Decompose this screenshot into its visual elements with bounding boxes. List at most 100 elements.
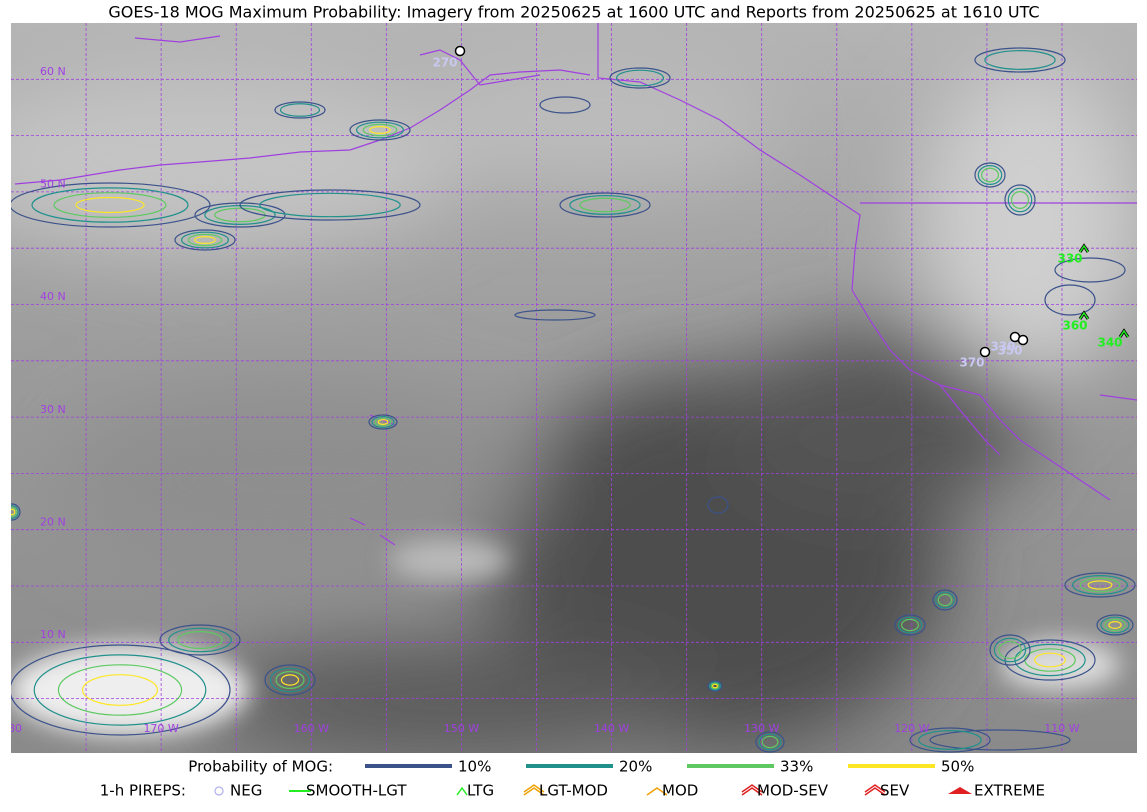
lon-label: 140 W bbox=[594, 722, 629, 735]
pirep-symbol bbox=[979, 346, 991, 358]
legend-label: 20% bbox=[619, 758, 652, 776]
pirep-symbol bbox=[1079, 244, 1089, 253]
contour-3 bbox=[712, 683, 718, 689]
contour-2 bbox=[1079, 577, 1121, 593]
contour-1 bbox=[935, 591, 955, 609]
contour-1 bbox=[615, 69, 664, 87]
legend-symbol bbox=[741, 787, 763, 796]
legend-label: 10% bbox=[458, 758, 491, 776]
contour-0 bbox=[974, 47, 1066, 73]
contour-1 bbox=[259, 192, 401, 218]
pirep-label: 270 bbox=[432, 56, 457, 70]
pirep-label: 360 bbox=[1062, 319, 1087, 333]
contour-0 bbox=[11, 182, 211, 228]
legend-label: LTG bbox=[467, 782, 494, 800]
contour-1 bbox=[569, 195, 641, 215]
lat-label: 40 N bbox=[40, 290, 66, 303]
contour-2 bbox=[187, 233, 223, 247]
contour-0 bbox=[11, 644, 231, 736]
legend-label: EXTREME bbox=[974, 782, 1045, 800]
legend-symbol bbox=[646, 787, 668, 796]
lon-label: 110 W bbox=[1044, 722, 1079, 735]
contour-1 bbox=[269, 667, 311, 693]
contour-3 bbox=[280, 674, 300, 686]
contour-3 bbox=[377, 419, 389, 425]
pirep-label: 330 bbox=[1057, 252, 1082, 266]
contour-1 bbox=[758, 733, 782, 751]
contour-0 bbox=[1004, 184, 1036, 216]
pirep-symbol bbox=[454, 45, 466, 57]
lon-label: 130 W bbox=[744, 722, 779, 735]
contour-1 bbox=[977, 165, 1003, 185]
contour-0 bbox=[1054, 257, 1126, 283]
contour-2 bbox=[761, 735, 779, 749]
contour-3 bbox=[1034, 652, 1066, 668]
legend-label: MOD bbox=[662, 782, 698, 800]
graticule bbox=[11, 23, 1137, 753]
contour-3 bbox=[75, 196, 145, 214]
legend-title: Probability of MOG: bbox=[188, 758, 333, 776]
contour-2 bbox=[900, 618, 919, 632]
contour-3 bbox=[1087, 580, 1113, 590]
contour-2 bbox=[710, 682, 720, 690]
contour-2 bbox=[275, 670, 305, 689]
contour-3 bbox=[1108, 620, 1122, 629]
lat-label: 20 N bbox=[40, 515, 66, 528]
pirep-symbol bbox=[1017, 334, 1029, 346]
contour-0 bbox=[909, 727, 991, 753]
contour-1 bbox=[984, 50, 1056, 70]
pirep-symbol bbox=[1079, 311, 1089, 320]
contour-0 bbox=[11, 503, 21, 521]
contour-0 bbox=[929, 729, 1071, 751]
contour-0 bbox=[194, 202, 286, 228]
legend-symbol bbox=[456, 786, 468, 796]
contour-0 bbox=[274, 101, 326, 119]
contour-2 bbox=[1104, 618, 1126, 632]
contour-2 bbox=[374, 417, 392, 427]
contour-2 bbox=[53, 192, 167, 218]
contour-0 bbox=[1096, 614, 1134, 636]
lon-label: 120 W bbox=[894, 722, 929, 735]
legend-symbol bbox=[523, 784, 545, 793]
pirep-symbol bbox=[1119, 329, 1129, 338]
legend-symbol bbox=[214, 786, 224, 796]
contour-0 bbox=[974, 162, 1006, 188]
contour-0 bbox=[1044, 284, 1096, 316]
lat-label: 60 N bbox=[40, 65, 66, 78]
pirep-label: 340 bbox=[1097, 336, 1122, 350]
pirep-label: 370 bbox=[959, 356, 984, 370]
contour-1 bbox=[1100, 616, 1130, 634]
contour-1 bbox=[31, 187, 189, 223]
contour-2 bbox=[1010, 191, 1029, 210]
contour-1 bbox=[1007, 187, 1033, 213]
mog-contours bbox=[11, 47, 1136, 753]
contour-2 bbox=[998, 640, 1022, 659]
contour-0 bbox=[239, 189, 421, 221]
legend-symbol bbox=[948, 787, 972, 794]
contour-2 bbox=[579, 197, 631, 213]
contour-0 bbox=[707, 680, 723, 692]
contour-0 bbox=[539, 96, 591, 114]
contour-2 bbox=[177, 630, 224, 649]
legend-label: SEV bbox=[880, 782, 910, 800]
contour-0 bbox=[159, 624, 241, 656]
contour-0 bbox=[174, 229, 236, 251]
contour-2 bbox=[11, 506, 18, 518]
contour-3 bbox=[194, 236, 216, 245]
contour-1 bbox=[1014, 643, 1086, 677]
contour-1 bbox=[33, 654, 207, 726]
contour-1 bbox=[918, 730, 982, 750]
title: GOES-18 MOG Maximum Probability: Imagery… bbox=[108, 3, 1039, 22]
contour-1 bbox=[181, 231, 230, 249]
contour-2 bbox=[362, 123, 398, 137]
contour-0 bbox=[932, 589, 958, 611]
contour-3 bbox=[369, 125, 391, 134]
pirep-label: 330 bbox=[990, 340, 1015, 354]
contour-1 bbox=[279, 103, 321, 117]
lat-label: 30 N bbox=[40, 403, 66, 416]
legend-symbol bbox=[864, 784, 886, 793]
legend-label: NEG bbox=[230, 782, 262, 800]
